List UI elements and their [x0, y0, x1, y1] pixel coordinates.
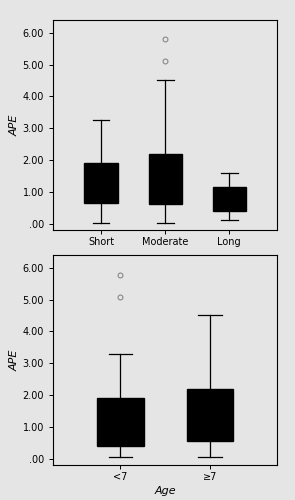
- Y-axis label: APE: APE: [10, 350, 20, 370]
- Y-axis label: APE: APE: [10, 114, 20, 136]
- PathPatch shape: [187, 390, 233, 441]
- Text: A: A: [160, 258, 170, 270]
- PathPatch shape: [149, 154, 182, 204]
- PathPatch shape: [84, 163, 118, 203]
- PathPatch shape: [97, 398, 144, 446]
- Text: Age: Age: [154, 486, 176, 496]
- PathPatch shape: [213, 187, 246, 211]
